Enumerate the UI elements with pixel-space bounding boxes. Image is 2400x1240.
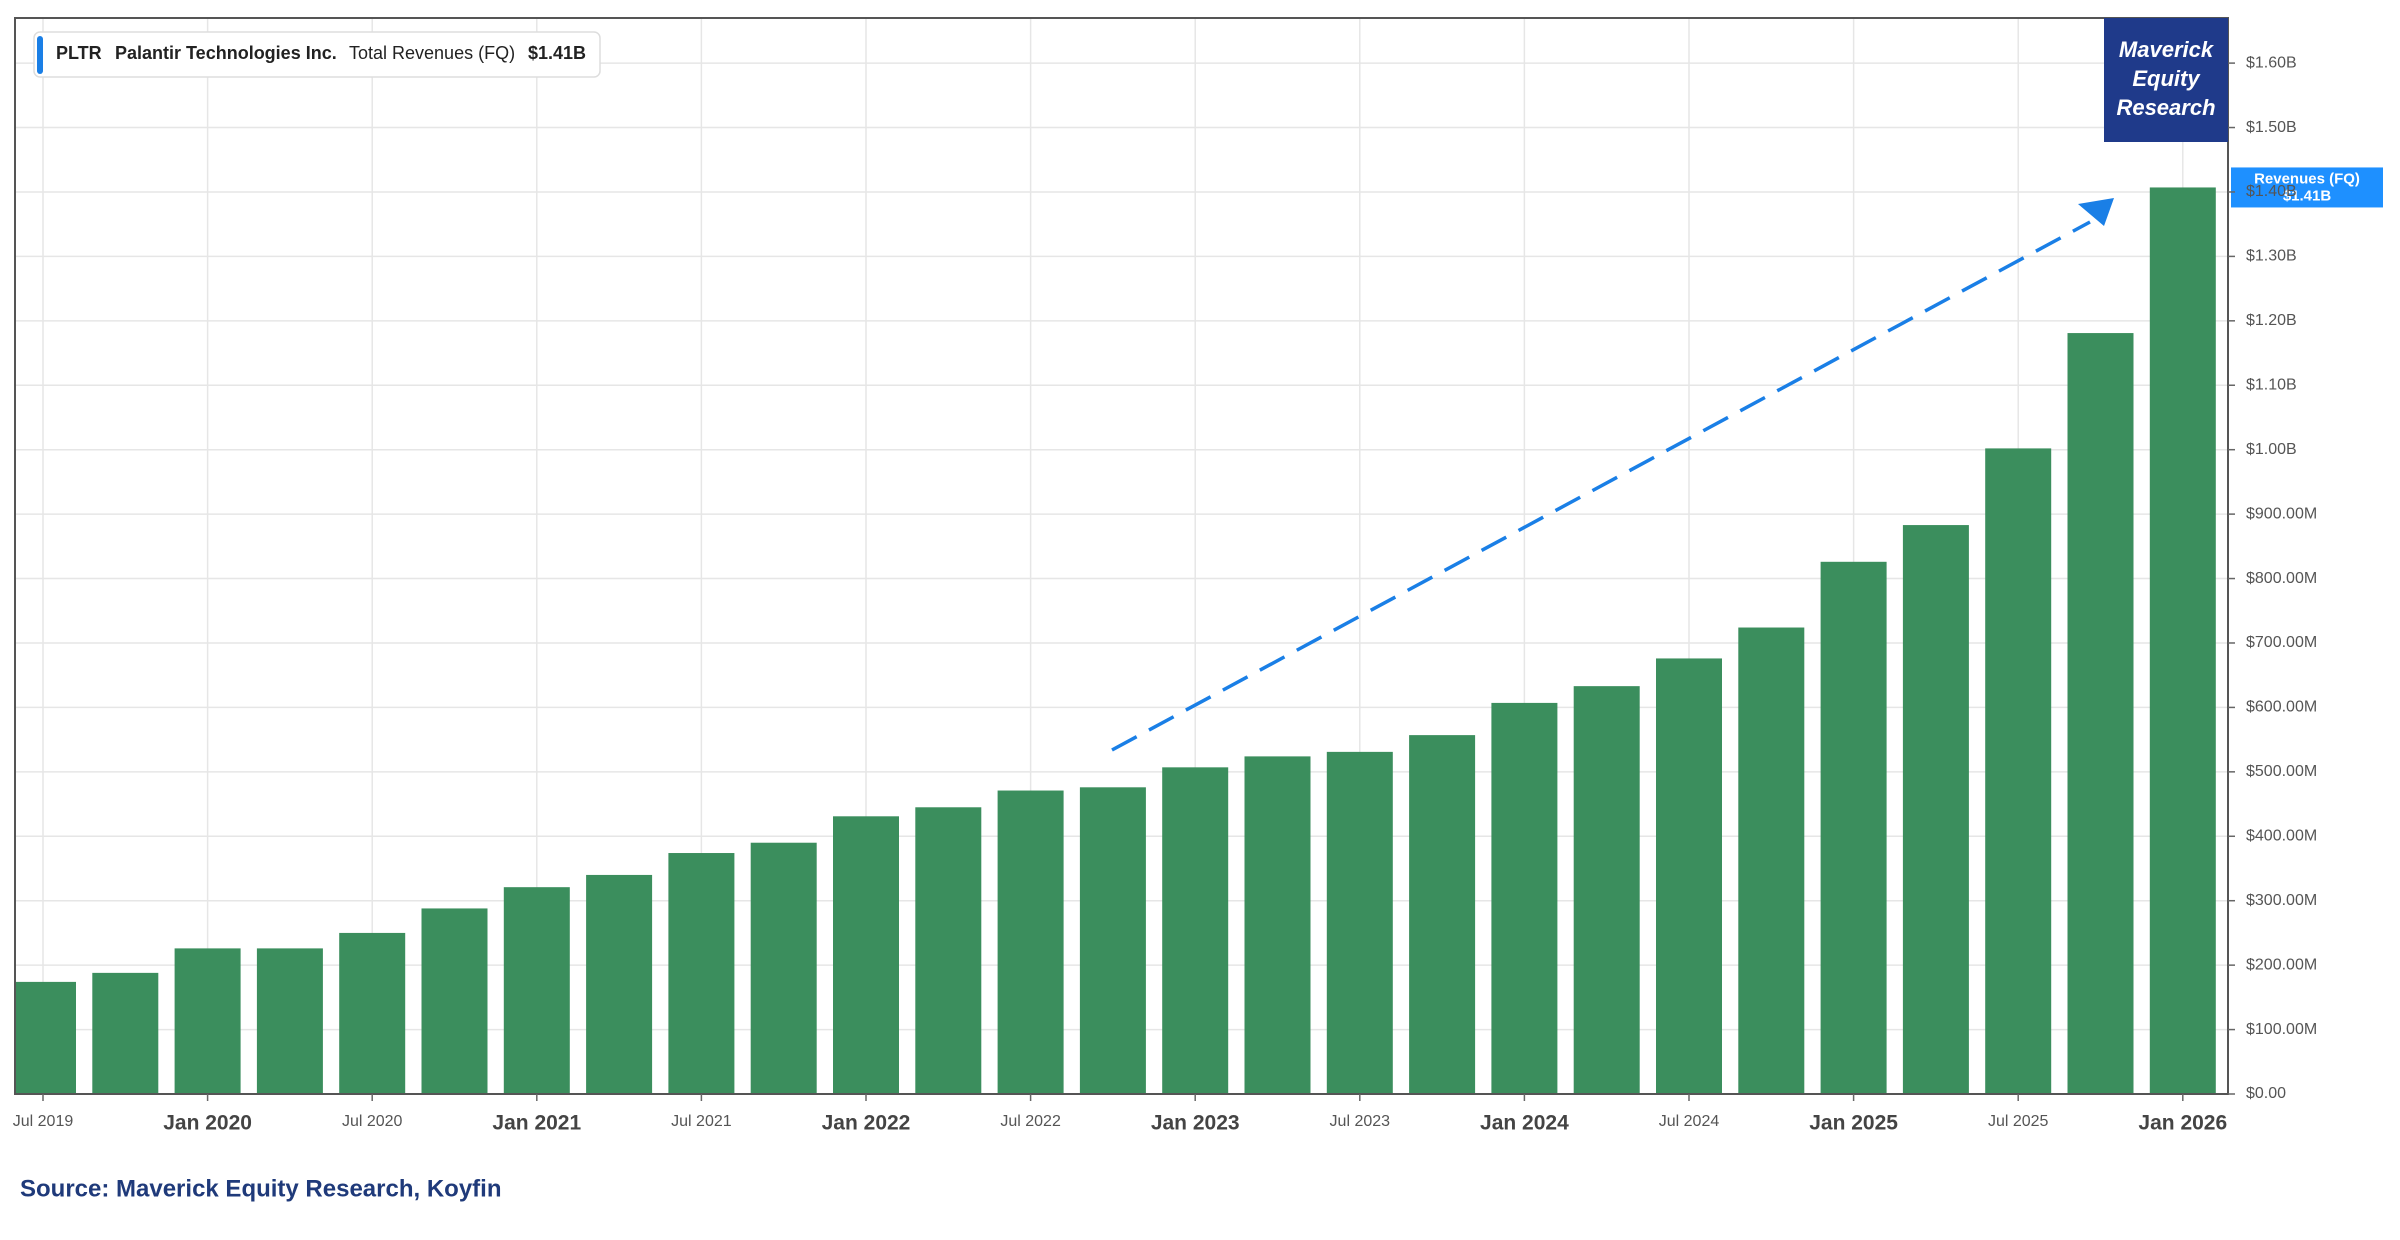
badge-box [2104,18,2228,142]
source: Source: Maverick Equity Research, Koyfin [20,1175,502,1202]
y-tick-label: $700.00M [2246,634,2317,651]
x-tick-label: Jul 2024 [1659,1113,1720,1130]
bar [1573,686,1640,1094]
x-tick-label: Jul 2023 [1330,1113,1391,1130]
bars [15,187,2216,1094]
x-tick-label: Jan 2022 [822,1112,911,1135]
bar [1079,787,1146,1094]
badge: Maverick Equity Research [2104,18,2228,142]
price-tag-box [2231,167,2383,208]
bar [1162,767,1229,1094]
arrow-head [2078,198,2114,226]
x-tick-label: Jan 2021 [492,1112,581,1135]
legend-name: Palantir Technologies Inc. [115,43,337,63]
bar [668,853,735,1094]
bar [256,948,323,1094]
legend-box [33,31,601,78]
x-tick-label: Jan 2020 [163,1112,252,1135]
y-tick-label: $1.50B [2246,119,2297,136]
bar [2149,187,2216,1094]
x-tick-label: Jul 2022 [1000,1113,1061,1130]
trend-arrow [1111,198,2114,752]
bar [503,887,570,1094]
bar [1902,525,1969,1094]
y-tick-label: $300.00M [2246,892,2317,909]
bar [1985,448,2052,1094]
x-tick-label: Jan 2026 [2138,1112,2227,1135]
bar [15,981,76,1094]
plot-frame [14,17,2229,1095]
bar [833,816,899,1094]
y-tick-label: $800.00M [2246,570,2317,587]
bar [1820,561,1887,1094]
bar [1244,756,1311,1094]
x-tick-label: Jan 2025 [1809,1112,1898,1135]
y-tick-label: $1.20B [2246,312,2297,329]
y-tick-label: $600.00M [2246,699,2317,716]
y-tick-label: $200.00M [2246,956,2317,973]
y-tick-label: $900.00M [2246,505,2317,522]
legend-swatch [37,36,43,74]
bar [1409,735,1476,1094]
bar [1738,627,1805,1094]
y-tick-label: $500.00M [2246,763,2317,780]
legend-ticker: PLTR [56,43,102,63]
y-tick-label: $0.00 [2246,1085,2286,1102]
legend-value: $1.41B [528,43,586,63]
y-tick-label: $1.40B [2246,183,2297,200]
legend-metric: Total Revenues (FQ) [349,43,515,63]
x-tick-label: Jul 2020 [342,1113,403,1130]
bar [339,932,406,1094]
legend: PLTR Palantir Technologies Inc. Total Re… [33,31,601,78]
y-tick-label: $400.00M [2246,827,2317,844]
bar [1491,702,1558,1094]
bar [1656,658,1722,1094]
bar [997,790,1064,1094]
bar [2067,333,2134,1094]
y-tick-label: $1.00B [2246,441,2297,458]
bar [915,807,982,1094]
y-tick-label: $100.00M [2246,1021,2317,1038]
y-tick-label: $1.10B [2246,376,2297,393]
y-tick-label: $1.60B [2246,54,2297,71]
price-tag-value: $1.41B [2283,187,2332,204]
price-tag: Revenues (FQ)$1.41B [2231,167,2383,208]
bar [174,948,241,1094]
badge-line: Research [2116,95,2215,120]
y-tick-label: $1.30B [2246,248,2297,265]
x-tick-label: Jan 2024 [1480,1112,1569,1135]
bar [421,908,488,1094]
trend-line [1111,220,2091,752]
x-tick-label: Jul 2025 [1988,1113,2049,1130]
bar [586,874,653,1094]
x-tick-label: Jan 2023 [1151,1112,1240,1135]
badge-line: Maverick [2119,37,2215,62]
bar [1326,751,1393,1094]
badge-line: Equity [2132,66,2201,91]
x-tick-label: Jul 2021 [671,1113,732,1130]
x-tick-label: Jul 2019 [13,1113,74,1130]
price-tag-label: Revenues (FQ) [2254,170,2360,187]
bar [92,972,159,1094]
bar [750,842,817,1094]
